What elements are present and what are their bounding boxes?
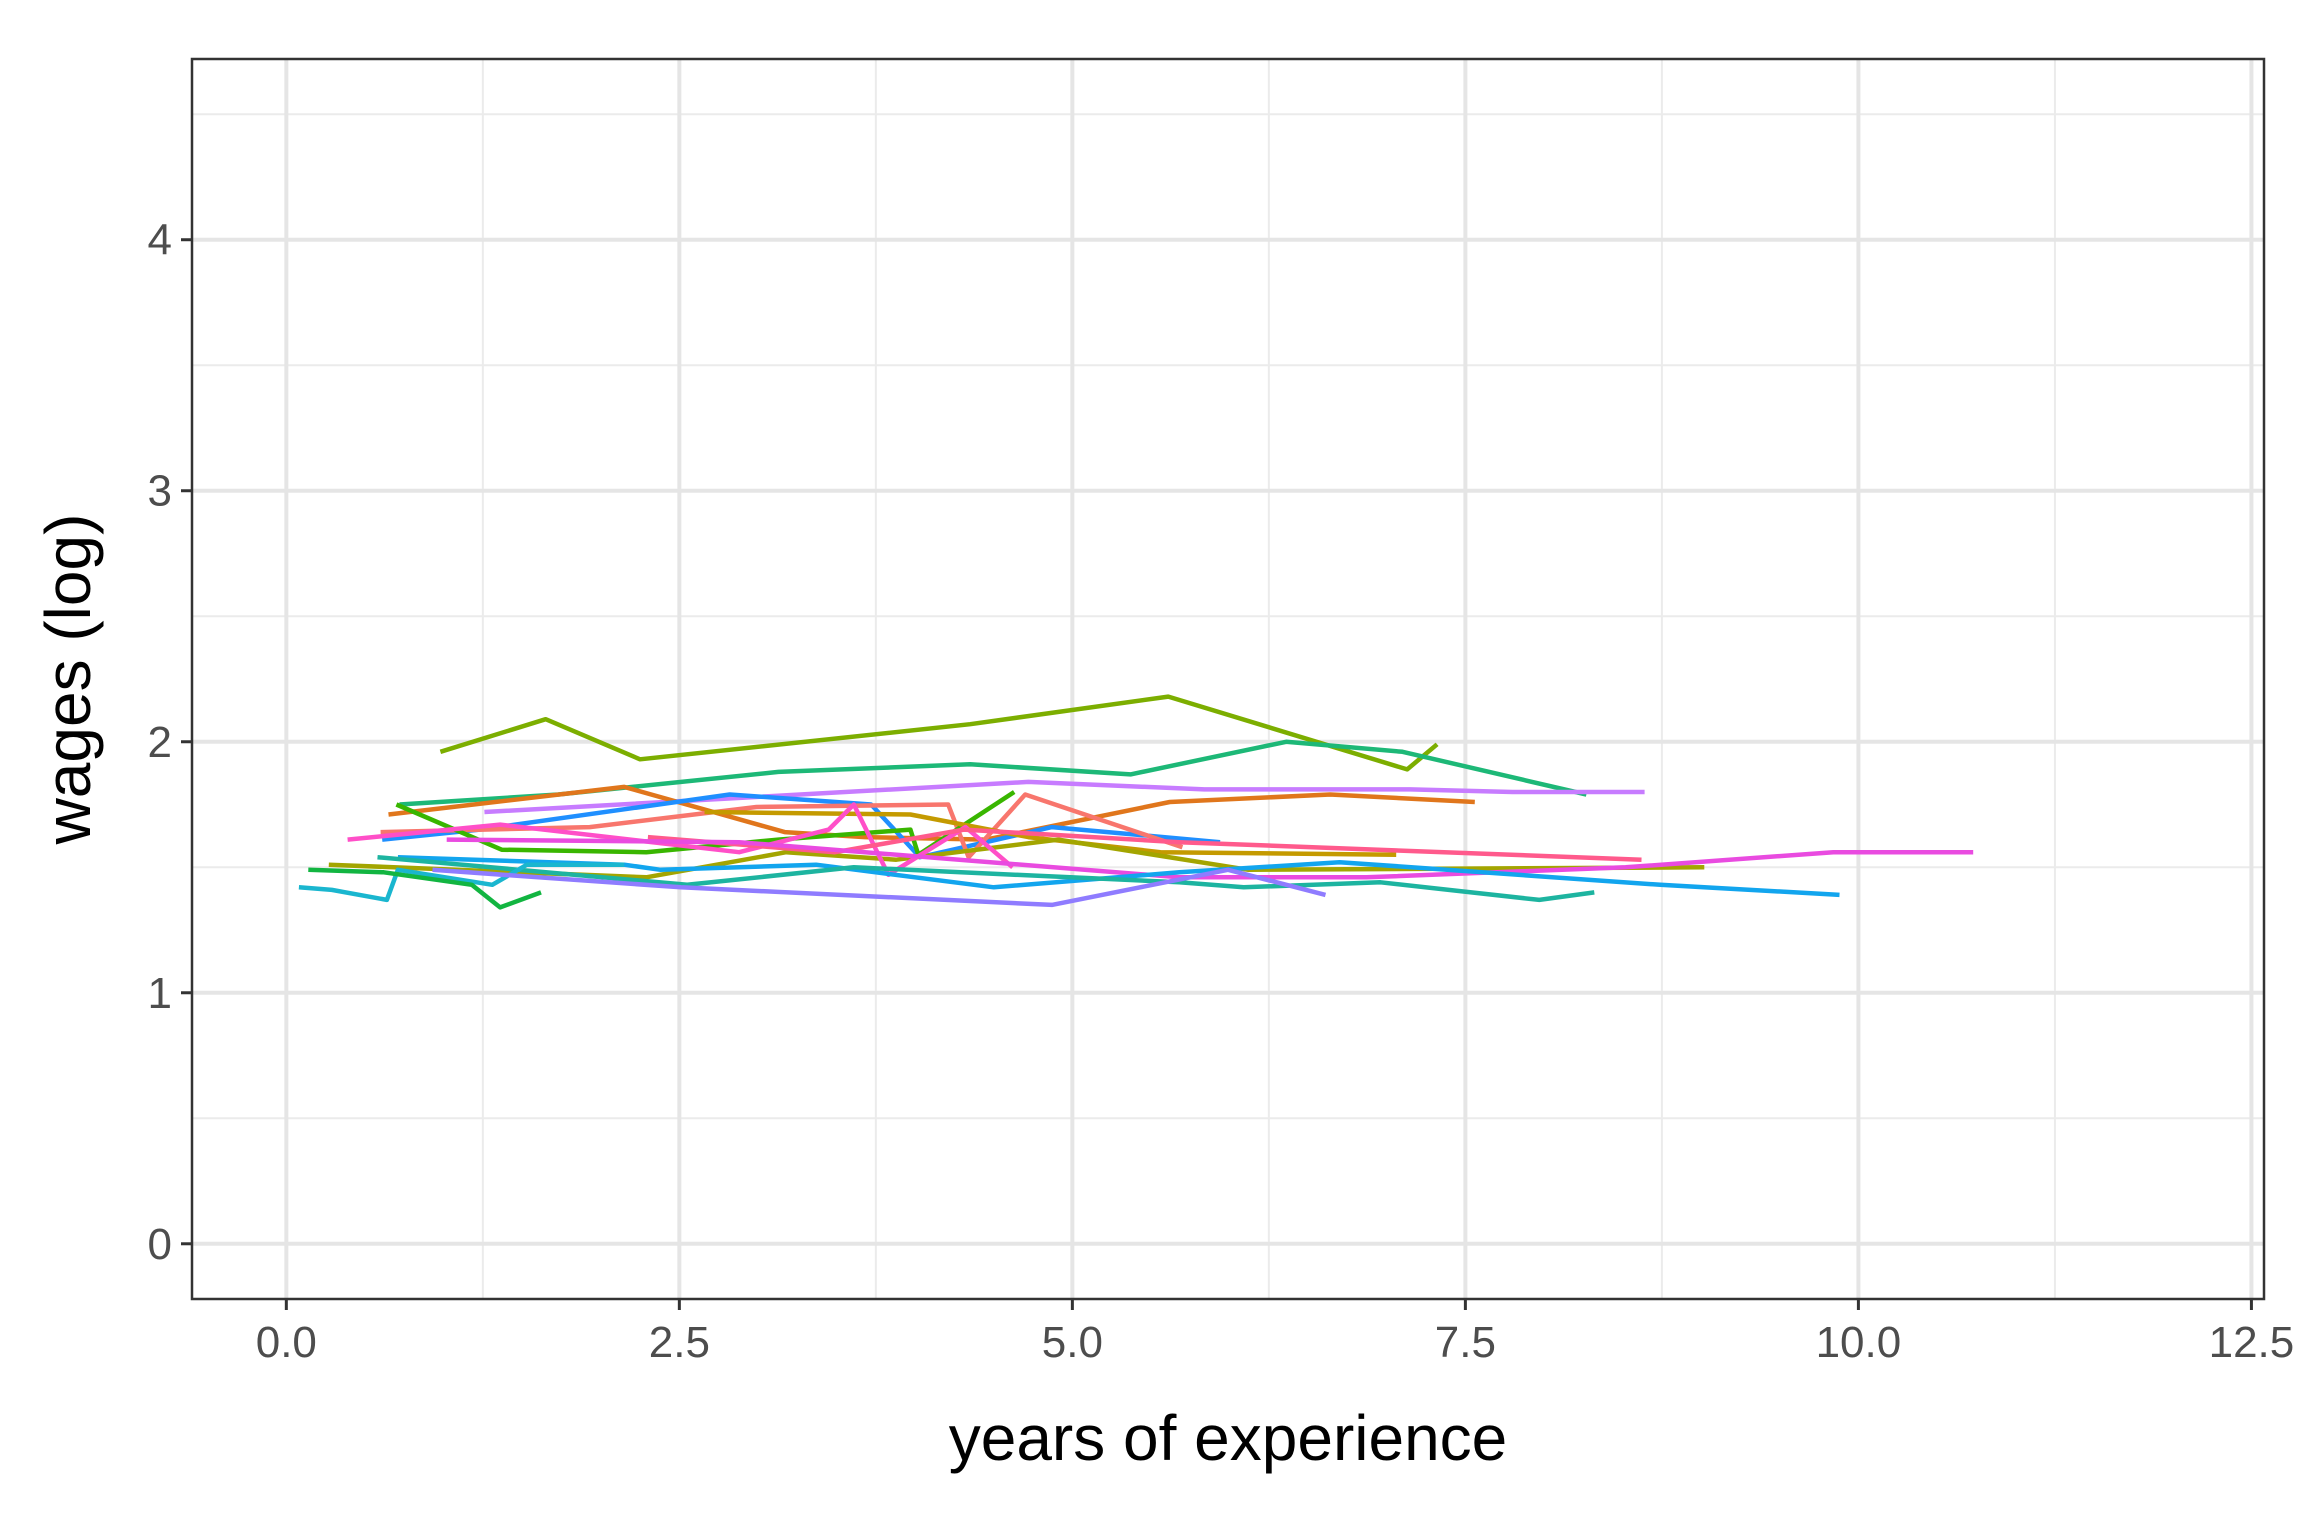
y-tick-label: 0 [148, 1220, 172, 1269]
x-tick-label: 10.0 [1816, 1318, 1902, 1367]
panel-background [192, 59, 2264, 1299]
series-line-14 [377, 854, 1595, 903]
series-line-13 [397, 854, 1840, 898]
x-axis-ticks: 0.0 2.5 5.0 7.5 10.0 12.5 [256, 1299, 2295, 1367]
series-lines [298, 694, 1974, 910]
series-line-12 [446, 837, 1974, 880]
x-axis-title: years of experience [949, 1402, 1508, 1474]
series-line-16 [308, 867, 542, 910]
series-line-10 [347, 802, 1015, 878]
y-tick-label: 4 [148, 216, 172, 265]
x-tick-label: 12.5 [2209, 1318, 2295, 1367]
x-tick-label: 2.5 [649, 1318, 710, 1367]
series-line-3 [484, 779, 1645, 815]
x-tick-label: 0.0 [256, 1318, 317, 1367]
panel-border [190, 57, 2266, 1301]
x-tick-label: 7.5 [1435, 1318, 1496, 1367]
y-tick-label: 3 [148, 467, 172, 516]
series-line-15 [298, 862, 625, 903]
x-tick-label: 5.0 [1042, 1318, 1103, 1367]
y-axis-title: wages (log) [32, 514, 104, 846]
y-tick-label: 2 [148, 718, 172, 767]
series-line-17 [432, 867, 1327, 908]
series-line-1 [439, 694, 1439, 772]
y-axis-ticks: 0 1 2 3 4 [148, 216, 192, 1269]
grid-lines [192, 59, 2264, 1299]
series-line-11 [647, 827, 1642, 862]
y-tick-label: 1 [148, 969, 172, 1018]
series-line-6 [380, 792, 1184, 860]
